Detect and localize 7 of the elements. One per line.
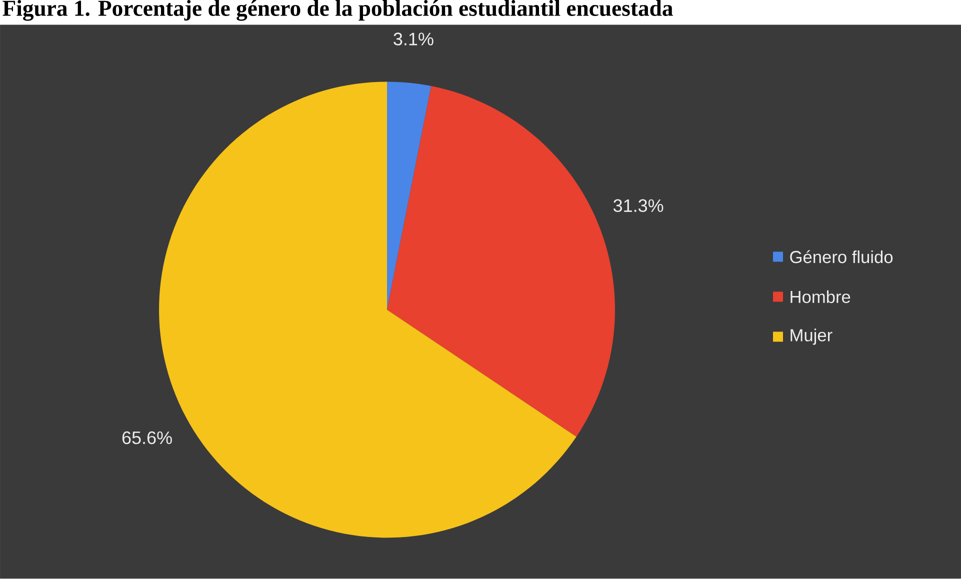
legend-label: Género fluido	[790, 250, 893, 264]
data-label: 31.3%	[613, 199, 664, 212]
legend-label: Mujer	[790, 328, 832, 345]
legend-label: Hombre	[790, 290, 850, 304]
data-label: 3.1%	[394, 32, 434, 46]
chart-title: Figura 1. Porcentaje de género de la población estudiantil encuestada	[2, 0, 673, 21]
data-label: 65.6%	[122, 432, 172, 444]
